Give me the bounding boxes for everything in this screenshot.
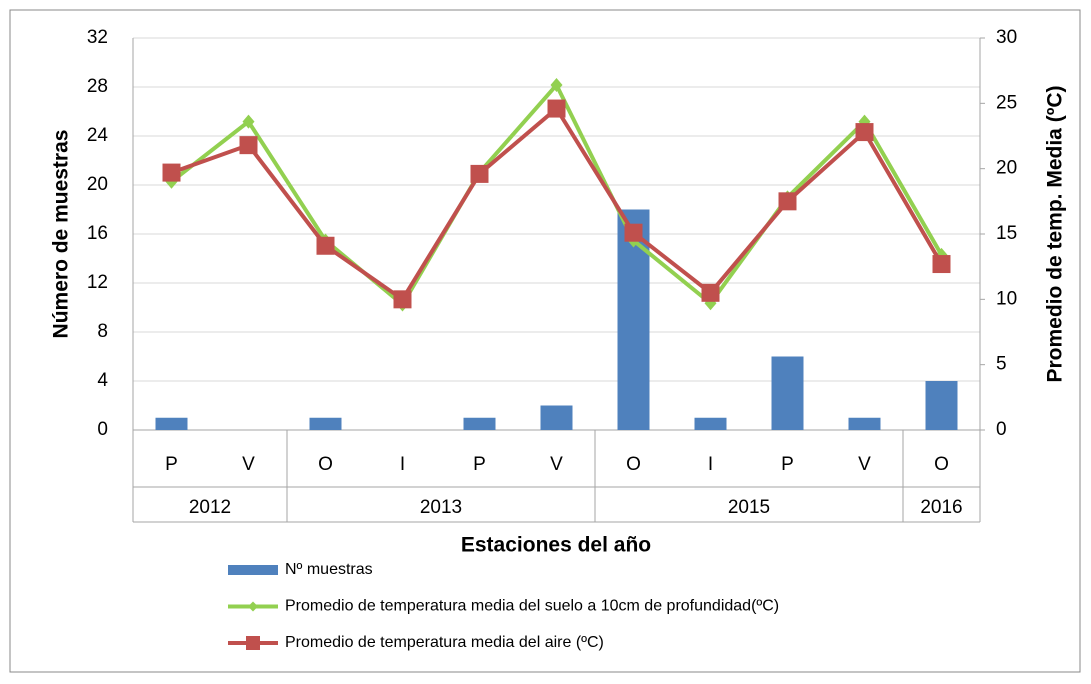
x-tick-label: V — [242, 454, 255, 475]
legend-swatch — [228, 565, 278, 575]
x-tick-label: O — [934, 454, 949, 475]
y-tick-label: 28 — [87, 76, 108, 97]
bar — [848, 417, 881, 430]
y-tick-label: 16 — [87, 223, 108, 244]
x-tick-label: I — [400, 454, 405, 475]
group-label: 2016 — [920, 497, 962, 518]
y2-tick-label: 5 — [996, 354, 1007, 375]
bar — [694, 417, 727, 430]
group-label: 2012 — [189, 497, 231, 518]
group-label: 2015 — [728, 497, 770, 518]
legend-label: Nº muestras — [285, 561, 373, 578]
x-tick-label: P — [473, 454, 486, 475]
bar — [925, 381, 958, 430]
x-tick-label: V — [858, 454, 871, 475]
legend-marker — [246, 636, 260, 650]
marker — [239, 136, 258, 155]
y2-tick-label: 15 — [996, 223, 1017, 244]
legend-label: Promedio de temperatura media del aire (… — [285, 634, 604, 651]
marker — [778, 192, 797, 211]
x-tick-label: P — [781, 454, 794, 475]
y2-tick-label: 10 — [996, 288, 1017, 309]
legend-label: Promedio de temperatura media del suelo … — [285, 598, 779, 615]
chart-border — [9, 9, 1081, 673]
marker — [316, 236, 335, 255]
x-axis-title: Estaciones del año — [461, 534, 651, 557]
marker — [550, 78, 563, 93]
y-tick-label: 24 — [87, 125, 109, 146]
y-tick-label: 0 — [97, 419, 108, 440]
y2-tick-label: 0 — [996, 419, 1007, 440]
y-tick-label: 32 — [87, 27, 108, 48]
group-label: 2013 — [420, 497, 462, 518]
y-tick-label: 12 — [87, 272, 108, 293]
y2-axis-title: Promedio de temp. Media (ºC) — [1044, 85, 1067, 382]
y2-tick-label: 20 — [996, 158, 1017, 179]
y2-tick-label: 25 — [996, 92, 1017, 113]
marker — [470, 164, 489, 183]
marker — [624, 223, 643, 242]
x-tick-label: V — [550, 454, 563, 475]
marker — [855, 123, 874, 142]
x-tick-label: I — [708, 454, 713, 475]
x-tick-label: P — [165, 454, 178, 475]
x-tick-label: O — [318, 454, 333, 475]
x-tick-label: O — [626, 454, 641, 475]
y-tick-label: 8 — [97, 321, 108, 342]
bar — [463, 417, 496, 430]
y-tick-label: 4 — [97, 370, 108, 391]
y2-tick-label: 30 — [996, 27, 1017, 48]
bar — [155, 417, 188, 430]
marker — [393, 290, 412, 309]
marker — [935, 247, 948, 262]
y-tick-label: 20 — [87, 174, 108, 195]
marker — [932, 255, 951, 274]
bar — [540, 405, 573, 430]
marker — [162, 163, 181, 182]
bar — [309, 417, 342, 430]
marker — [701, 283, 720, 302]
marker — [547, 99, 566, 118]
y-axis-title: Número de muestras — [50, 130, 73, 339]
bar — [771, 356, 804, 430]
marker — [242, 114, 255, 129]
legend-marker — [248, 601, 258, 612]
